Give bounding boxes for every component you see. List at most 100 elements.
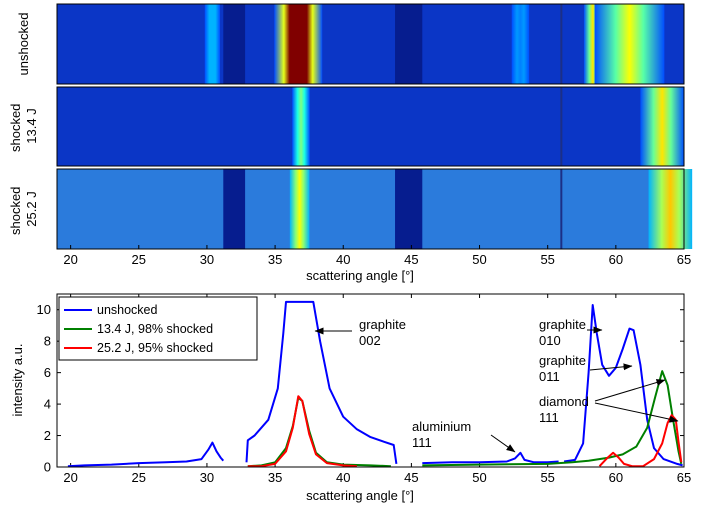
series-line-0 [422,451,559,465]
annotation-graphite-010: graphite 010 [539,317,603,348]
panel-0-detector-gap [223,4,246,84]
panel-2-label-line-1: shocked [8,187,23,235]
plot-frame [56,293,685,468]
intensity-plot: 20 25 30 35 40 45 50 55 60 65 0 2 4 6 8 10 scattering a… [10,293,691,503]
plot-y-tick-label: 8 [44,334,51,349]
annotation-diamond-111: diamond 111 [539,379,679,425]
panel-0-label-line-1: unshocked [16,13,31,76]
detector-x-tick-label: 35 [268,252,282,267]
plot-x-tick-label: 45 [404,470,418,485]
plot-y-tick-label: 4 [44,397,51,412]
panel-2-label-line-2: 25.2 J [24,191,39,226]
panel-0-background [57,4,684,84]
panel-0-detector-gap [395,4,423,84]
detector-x-axis: 20 25 30 35 40 45 50 55 60 65 [63,245,691,267]
plot-y-tick-label: 0 [44,460,51,475]
plot-x-tick-label: 25 [132,470,146,485]
panel-2-features [223,169,693,249]
plot-x-tick-label: 35 [268,470,282,485]
panel-0-detector-seam [560,4,563,84]
detector-x-tick-label: 50 [472,252,486,267]
panel-1-label-line-2: 13.4 J [24,108,39,143]
plot-x-tick-label: 50 [472,470,486,485]
legend-label-unshocked: unshocked [97,303,158,317]
detector-x-tick-label: 65 [677,252,691,267]
annotation-graphite-002-line-2: 002 [359,333,381,348]
plot-x-tick-label: 65 [677,470,691,485]
panel-1-peak [640,87,684,166]
annotation-graphite-002-text: graphite 002 [359,317,410,348]
legend-label-25-2J: 25.2 J, 95% shocked [97,341,213,355]
panel-1-peak [292,87,310,166]
series-line-0 [245,300,398,465]
annotation-graphite-011-arrow [589,363,633,371]
plot-series [67,300,683,468]
detector-x-tick-label: 45 [404,252,418,267]
annotation-diamond-111-arrow-25-2J [594,402,679,423]
annotation-graphite-002: graphite 002 [314,317,410,348]
detector-panel-unshocked: unshocked [16,3,685,85]
detector-panel-25-2J: shocked 25.2 J [8,168,693,250]
plot-y-axis-label: intensity a.u. [10,344,25,417]
annotation-diamond-111-text: diamond 111 [539,394,593,425]
annotation-aluminium-111-line-1: aluminium [412,419,471,434]
panel-1-label: shocked 13.4 J [8,100,39,152]
panel-0-features [204,4,665,84]
panel-1-features [292,87,684,166]
annotation-graphite-010-text: graphite 010 [539,317,590,348]
annotation-graphite-011-line-1: graphite [539,353,586,368]
legend: unshocked 13.4 J, 98% shocked 25.2 J, 95… [58,296,258,361]
detector-x-tick-label: 20 [63,252,77,267]
panel-0-peak [594,4,665,84]
plot-x-tick-label: 40 [336,470,350,485]
annotation-graphite-010-line-1: graphite [539,317,586,332]
detector-x-tick-label: 30 [200,252,214,267]
plot-x-tick-label: 60 [609,470,623,485]
annotation-diamond-111-arrow-13-4J [594,379,666,402]
annotation-graphite-002-line-1: graphite [359,317,406,332]
detector-x-tick-label: 25 [132,252,146,267]
plot-axes: 20 25 30 35 40 45 50 55 60 65 0 2 4 6 8 10 [37,294,691,485]
annotation-aluminium-111-text: aluminium 111 [412,419,475,450]
annotation-diamond-111-line-2: 111 [539,410,559,425]
panel-0-peak [204,4,221,84]
panel-0-peak [511,4,530,84]
plot-y-tick-label: 6 [44,365,51,380]
annotation-aluminium-111-arrow [490,434,516,453]
annotation-aluminium-111-line-2: 111 [412,435,432,450]
panel-1-frame [56,86,685,167]
detector-panel-13-4J: shocked 13.4 J [8,86,685,167]
detector-x-tick-label: 40 [336,252,350,267]
panel-1-label-line-1: shocked [8,104,23,152]
annotation-graphite-011-text: graphite 011 [539,353,590,384]
plot-x-axis-label: scattering angle [°] [306,488,414,503]
annotation-graphite-010-line-2: 010 [539,333,561,348]
panel-0-frame [56,3,685,85]
detector-images: unshocked shocked 13.4 J shocked 25.2 J … [8,3,693,283]
panel-2-detector-gap [395,169,423,249]
plot-x-tick-label: 20 [63,470,77,485]
annotation-aluminium-111: aluminium 111 [412,419,516,453]
annotation-graphite-011: graphite 011 [539,353,633,384]
panel-0-peak [274,4,323,84]
series-line-0 [563,304,683,467]
panel-2-background [57,169,684,249]
series-line-2 [247,395,357,468]
annotation-graphite-011-line-2: 011 [539,369,560,384]
series-line-0 [67,441,225,468]
annotation-diamond-111-line-1: diamond [539,394,589,409]
panel-1-background [57,87,684,166]
panel-2-peak [648,169,693,249]
legend-label-13-4J: 13.4 J, 98% shocked [97,322,213,336]
panel-2-detector-seam [560,169,563,249]
detector-x-tick-label: 60 [609,252,623,267]
plot-x-tick-label: 30 [200,470,214,485]
panel-2-label: shocked 25.2 J [8,183,39,235]
plot-x-tick-label: 55 [540,470,554,485]
panel-1-detector-seam [560,87,563,166]
plot-y-tick-label: 10 [37,302,51,317]
series-line-1 [422,370,683,467]
detector-x-axis-label: scattering angle [°] [306,268,414,283]
panel-2-peak [289,169,310,249]
